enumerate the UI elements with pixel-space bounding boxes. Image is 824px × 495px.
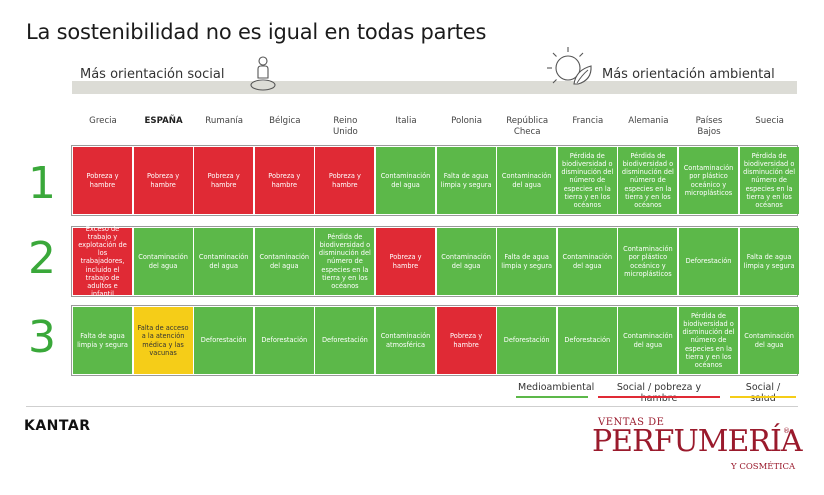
column-header: República Checa	[506, 116, 549, 137]
grid-cell: Pérdida de biodiversidad o disminución d…	[679, 307, 738, 374]
column-header: Alemania	[628, 116, 669, 126]
publication-logo-bottom: Y COSMÉTICA	[731, 462, 796, 472]
grid-cell: Pobreza y hambre	[376, 228, 435, 295]
social-orientation-label: Más orientación social	[80, 67, 225, 82]
publication-logo-top: VENTAS DE	[598, 417, 665, 428]
grid-cell: Contaminación por plástico oceánico y mi…	[618, 228, 678, 295]
rank-3: 3	[28, 312, 56, 363]
grid-cell: Pobreza y hambre	[194, 147, 254, 214]
grid-cell: Deforestación	[254, 307, 314, 374]
grid-cell: Pobreza y hambre	[315, 147, 375, 214]
grid-cell: Pobreza y hambre	[73, 147, 132, 214]
column-header: Suecia	[755, 116, 784, 126]
orientation-band	[72, 81, 797, 94]
grid-cell: Contaminación del agua	[557, 228, 617, 295]
grid-cell: Deforestación	[679, 228, 738, 295]
grid-cell: Contaminación del agua	[133, 228, 193, 295]
legend-social-salud: Social / salud	[745, 382, 781, 404]
grid-cell: Contaminación del agua	[376, 147, 435, 214]
grid-cell: Falta de agua limpia y segura	[73, 307, 132, 374]
legend-medioambiental: Medioambiental	[518, 382, 595, 393]
grid-cell: Pobreza y hambre	[254, 147, 314, 214]
column-header: Francia	[572, 116, 604, 126]
grid-cell: Pérdida de biodiversidad o disminución d…	[557, 147, 617, 214]
grid-cell: Contaminación del agua	[618, 307, 678, 374]
registered-mark: ®	[783, 427, 790, 435]
column-header: Italia	[395, 116, 417, 126]
grid-cell: Contaminación por plástico oceánico y mi…	[679, 147, 738, 214]
grid-cell: Pérdida de biodiversidad o disminución d…	[618, 147, 678, 214]
publication-logo-main: PERFUMERÍA	[592, 424, 802, 459]
grid-cell: Contaminación del agua	[739, 307, 799, 374]
legend-line-social-pobreza	[598, 396, 720, 398]
grid-cell: Deforestación	[315, 307, 375, 374]
legend-line-social-salud	[730, 396, 796, 398]
column-header: Polonia	[451, 116, 483, 126]
grid-cell: Pobreza y hambre	[436, 307, 496, 374]
grid-cell: Contaminación del agua	[497, 147, 557, 214]
grid-cell: Contaminación del agua	[194, 228, 254, 295]
column-header: Grecia	[89, 116, 117, 126]
kantar-logo: KANTAR	[24, 418, 91, 434]
grid-cell: Falta de agua limpia y segura	[436, 147, 496, 214]
grid-cell: Pérdida de biodiversidad o disminución d…	[315, 228, 375, 295]
grid-cell: Falta de agua limpia y segura	[739, 228, 799, 295]
rank-1: 1	[28, 158, 56, 209]
column-header: Rumanía	[205, 116, 244, 126]
column-header: ESPAÑA	[144, 116, 183, 126]
environmental-orientation-label: Más orientación ambiental	[602, 67, 775, 82]
legend-social-pobreza: Social / pobreza y hambre	[616, 382, 702, 404]
column-header: Reino Unido	[332, 116, 358, 137]
grid-cell: Falta de acceso a la atención médica y l…	[133, 307, 193, 374]
sun-leaf-icon	[547, 47, 592, 85]
page-title: La sostenibilidad no es igual en todas p…	[26, 20, 487, 44]
grid-cell: Pobreza y hambre	[133, 147, 193, 214]
footer-divider	[26, 406, 798, 407]
rank-2: 2	[28, 233, 56, 284]
grid-cell: Deforestación	[557, 307, 617, 374]
grid-cell: Contaminación atmosférica	[376, 307, 435, 374]
column-header: Países Bajos	[695, 116, 723, 137]
person-pin-icon	[250, 56, 276, 91]
grid-cell: Deforestación	[497, 307, 557, 374]
column-header: Bélgica	[269, 116, 301, 126]
legend-line-medioambiental	[516, 396, 588, 398]
grid-cell: Exceso de trabajo y explotación de los t…	[73, 225, 132, 298]
grid-cell: Pérdida de biodiversidad o disminución d…	[739, 147, 799, 214]
grid-cell: Contaminación del agua	[436, 228, 496, 295]
grid-cell: Falta de agua limpia y segura	[497, 228, 557, 295]
grid-cell: Deforestación	[194, 307, 254, 374]
grid-cell: Contaminación del agua	[254, 228, 314, 295]
